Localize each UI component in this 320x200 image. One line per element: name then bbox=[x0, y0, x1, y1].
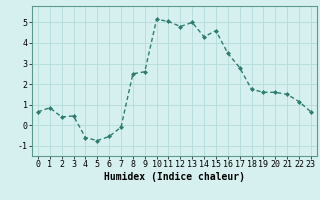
X-axis label: Humidex (Indice chaleur): Humidex (Indice chaleur) bbox=[104, 172, 245, 182]
